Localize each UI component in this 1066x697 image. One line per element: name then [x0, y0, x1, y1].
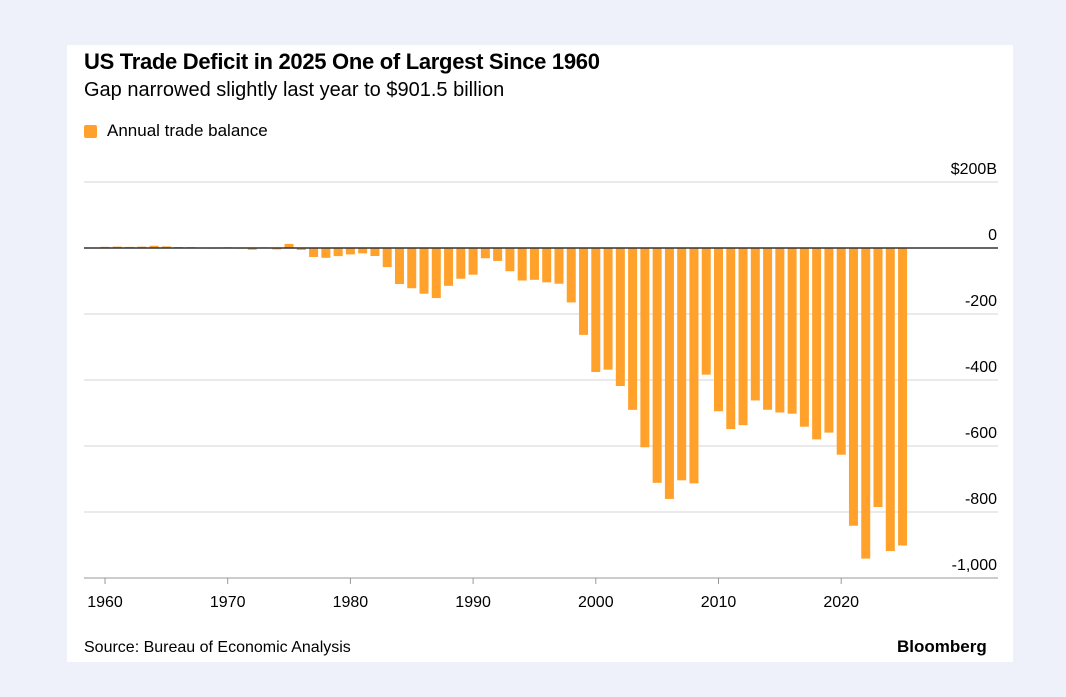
bar-2011 — [726, 248, 736, 430]
bar-1995 — [529, 248, 539, 280]
bar-2000 — [591, 248, 601, 373]
bar-1965 — [161, 246, 171, 248]
bar-1982 — [370, 248, 380, 256]
x-tick-label: 1980 — [333, 594, 369, 611]
bar-1972 — [247, 248, 257, 250]
x-tick-label: 2000 — [578, 594, 614, 611]
bar-1987 — [431, 248, 441, 299]
legend-swatch — [84, 124, 97, 138]
bar-2025 — [898, 248, 908, 546]
y-tick-label: -600 — [965, 425, 997, 442]
bar-1991 — [480, 248, 490, 259]
bar-1977 — [309, 248, 319, 257]
bar-1975 — [284, 243, 294, 248]
bar-2022 — [861, 248, 871, 559]
bar-2010 — [714, 248, 723, 412]
y-tick-label: $200B — [951, 161, 997, 178]
bar-2016 — [787, 248, 797, 414]
brand-logo: Bloomberg — [897, 637, 987, 656]
x-tick-label: 1990 — [455, 594, 491, 611]
bar-2013 — [750, 248, 760, 401]
bar-1994 — [517, 248, 527, 281]
chart-title: US Trade Deficit in 2025 One of Largest … — [84, 49, 600, 74]
bar-2021 — [848, 248, 858, 526]
chart-subtitle: Gap narrowed slightly last year to $901.… — [84, 79, 505, 101]
bar-2019 — [824, 248, 834, 433]
bar-1985 — [407, 248, 417, 289]
bar-1997 — [554, 248, 564, 284]
x-tick-label: 1970 — [210, 594, 246, 611]
bar-1998 — [566, 248, 576, 303]
bar-1979 — [333, 248, 343, 257]
bar-2001 — [603, 248, 613, 370]
bar-2017 — [799, 248, 809, 427]
bar-2006 — [664, 248, 674, 499]
y-tick-label: -800 — [965, 491, 997, 508]
x-tick-label: 2020 — [823, 594, 859, 611]
bar-2024 — [885, 248, 895, 552]
bar-1964 — [149, 245, 159, 248]
bar-1999 — [579, 248, 589, 335]
x-tick-label: 2010 — [701, 594, 737, 611]
bar-1976 — [296, 248, 306, 251]
bar-1978 — [321, 248, 331, 258]
y-tick-label: -1,000 — [952, 557, 997, 574]
bar-1981 — [358, 248, 368, 254]
legend-label: Annual trade balance — [107, 121, 268, 140]
bar-1996 — [542, 248, 552, 283]
bar-1993 — [505, 248, 515, 272]
bar-2023 — [873, 248, 883, 508]
bar-1984 — [394, 248, 404, 285]
bar-1986 — [419, 248, 429, 294]
bar-1989 — [456, 248, 466, 279]
bar-1990 — [468, 248, 478, 275]
bar-2008 — [689, 248, 699, 484]
bar-2012 — [738, 248, 748, 426]
y-tick-label: -400 — [965, 359, 997, 376]
bar-2018 — [812, 248, 822, 440]
bar-2005 — [652, 248, 662, 483]
source-note: Source: Bureau of Economic Analysis — [84, 639, 351, 656]
bar-1992 — [493, 248, 503, 261]
bar-2004 — [640, 248, 650, 448]
bar-2015 — [775, 248, 785, 413]
bar-2009 — [701, 248, 711, 375]
bar-1983 — [382, 248, 392, 268]
bar-2002 — [615, 248, 625, 387]
bar-1980 — [345, 248, 355, 255]
x-tick-label: 1960 — [87, 594, 123, 611]
y-tick-label: -200 — [965, 293, 997, 310]
bar-2007 — [677, 248, 687, 481]
bar-2020 — [836, 248, 846, 455]
legend: Annual trade balance — [84, 121, 268, 141]
bar-2014 — [763, 248, 773, 410]
bar-1988 — [444, 248, 454, 286]
y-tick-label: 0 — [988, 227, 997, 244]
bar-2003 — [628, 248, 638, 410]
